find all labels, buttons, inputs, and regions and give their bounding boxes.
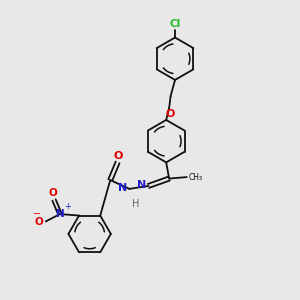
Text: O: O [113,151,123,160]
Text: H: H [132,199,139,209]
Text: N: N [137,180,146,190]
Text: O: O [48,188,57,198]
Text: Cl: Cl [169,19,181,29]
Text: O: O [35,217,44,227]
Text: +: + [64,202,70,211]
Text: −: − [34,208,42,218]
Text: CH₃: CH₃ [189,172,203,182]
Text: O: O [166,110,175,119]
Text: N: N [118,183,127,193]
Text: N: N [56,209,64,219]
